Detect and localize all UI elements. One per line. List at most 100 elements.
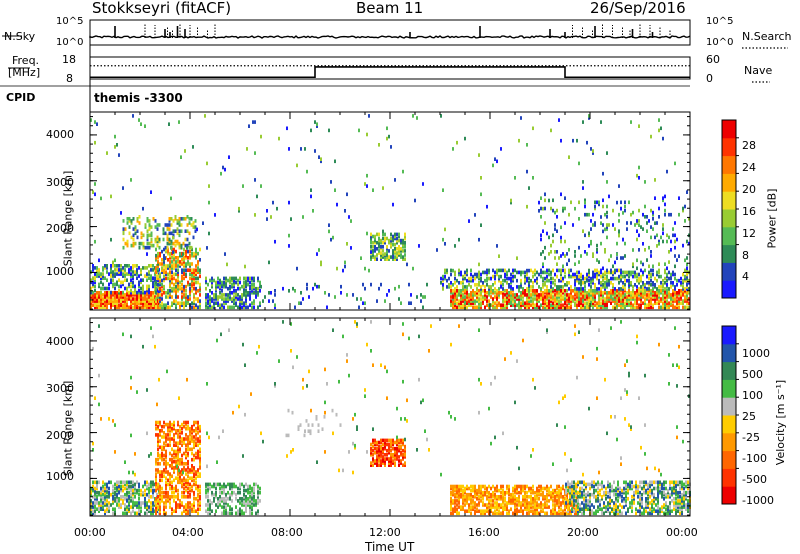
- power-cell: [402, 242, 404, 247]
- power-cell: [108, 297, 110, 301]
- velocity-cell: [193, 439, 195, 443]
- velocity-cell: [138, 497, 140, 501]
- velocity-cell: [227, 511, 229, 516]
- velocity-cell: [136, 503, 138, 507]
- velocity-cell: [116, 503, 118, 507]
- velocity-cell: [524, 499, 526, 503]
- power-cell: [584, 200, 586, 205]
- power-cell: [662, 285, 664, 289]
- power-cell: [392, 251, 394, 255]
- power-cell: [266, 217, 268, 221]
- power-cell: [150, 190, 152, 194]
- power-cell: [464, 136, 466, 141]
- power-cell: [237, 282, 239, 287]
- power-cell: [652, 297, 654, 301]
- power-cell: [486, 283, 488, 287]
- power-cell: [208, 184, 210, 188]
- velocity-cell: [177, 476, 179, 480]
- power-cell: [448, 285, 450, 289]
- power-cell: [542, 297, 544, 301]
- velocity-cell: [197, 431, 199, 435]
- power-cell: [132, 282, 134, 287]
- power-cell: [163, 284, 165, 289]
- power-cell: [450, 303, 452, 307]
- velocity-cell: [171, 511, 173, 516]
- power-cell: [312, 209, 314, 213]
- power-cell: [140, 301, 142, 305]
- power-cell: [664, 194, 666, 199]
- power-cell: [476, 272, 478, 277]
- velocity-cell: [193, 466, 195, 470]
- power-cell: [187, 295, 189, 299]
- velocity-cell: [384, 440, 386, 445]
- power-cell: [372, 253, 374, 257]
- power-cell: [578, 289, 580, 293]
- power-cell: [384, 232, 386, 237]
- power-cell: [169, 272, 171, 277]
- power-cell: [562, 289, 564, 293]
- velocity-cell: [132, 501, 134, 505]
- power-cell: [386, 236, 388, 241]
- velocity-cell: [398, 448, 400, 453]
- power-cell: [582, 305, 584, 310]
- velocity-cell: [159, 501, 161, 505]
- power-cell: [686, 278, 688, 283]
- power-cell: [676, 283, 678, 287]
- power-cell: [382, 245, 384, 249]
- power-cell: [130, 295, 132, 299]
- velocity-cell: [404, 446, 406, 451]
- power-cell: [632, 274, 634, 279]
- power-cell: [199, 270, 201, 274]
- power-cell: [130, 274, 132, 278]
- velocity-cell: [157, 457, 159, 462]
- power-cell: [652, 217, 654, 221]
- power-cell: [251, 282, 253, 287]
- power-cell: [124, 272, 126, 276]
- power-cell: [648, 295, 650, 299]
- power-cell: [570, 301, 572, 305]
- power-cell: [136, 293, 138, 297]
- power-cell: [660, 289, 662, 293]
- velocity-cell: [146, 492, 148, 497]
- velocity-cell: [118, 486, 120, 491]
- velocity-cell: [249, 501, 251, 505]
- power-cell: [134, 301, 136, 305]
- power-cell: [98, 268, 100, 272]
- velocity-cell: [165, 490, 167, 495]
- velocity-cell: [189, 488, 191, 493]
- velocity-cell: [502, 495, 504, 499]
- velocity-cell: [388, 461, 390, 465]
- power-cell: [400, 253, 402, 257]
- velocity-cell: [155, 478, 157, 483]
- power-cell: [554, 250, 556, 254]
- power-cell: [594, 293, 596, 297]
- power-cell: [628, 283, 630, 287]
- power-cell: [142, 278, 144, 282]
- velocity-cell: [468, 507, 470, 511]
- power-cell: [195, 305, 197, 310]
- velocity-cell: [526, 507, 528, 511]
- power-cell: [94, 299, 96, 303]
- power-cell: [106, 303, 108, 307]
- velocity-cell: [148, 482, 150, 487]
- velocity-cell: [169, 497, 171, 501]
- velocity-cell: [185, 480, 187, 485]
- velocity-cell: [213, 497, 215, 501]
- power-cell: [548, 235, 550, 240]
- velocity-cell: [492, 499, 494, 503]
- velocity-cell: [183, 486, 185, 491]
- velocity-cell: [98, 505, 100, 509]
- power-cell: [624, 297, 626, 301]
- power-cell: [233, 291, 235, 295]
- power-cell: [400, 238, 402, 243]
- velocity-cell: [458, 495, 460, 499]
- power-cell: [624, 204, 626, 209]
- velocity-cell: [183, 451, 185, 456]
- power-cell: [612, 264, 614, 269]
- power-cell: [124, 264, 126, 268]
- velocity-cell: [211, 490, 213, 495]
- velocity-cell: [124, 511, 126, 516]
- power-cell: [452, 291, 454, 295]
- power-cell: [288, 147, 290, 151]
- velocity-cell: [249, 495, 251, 499]
